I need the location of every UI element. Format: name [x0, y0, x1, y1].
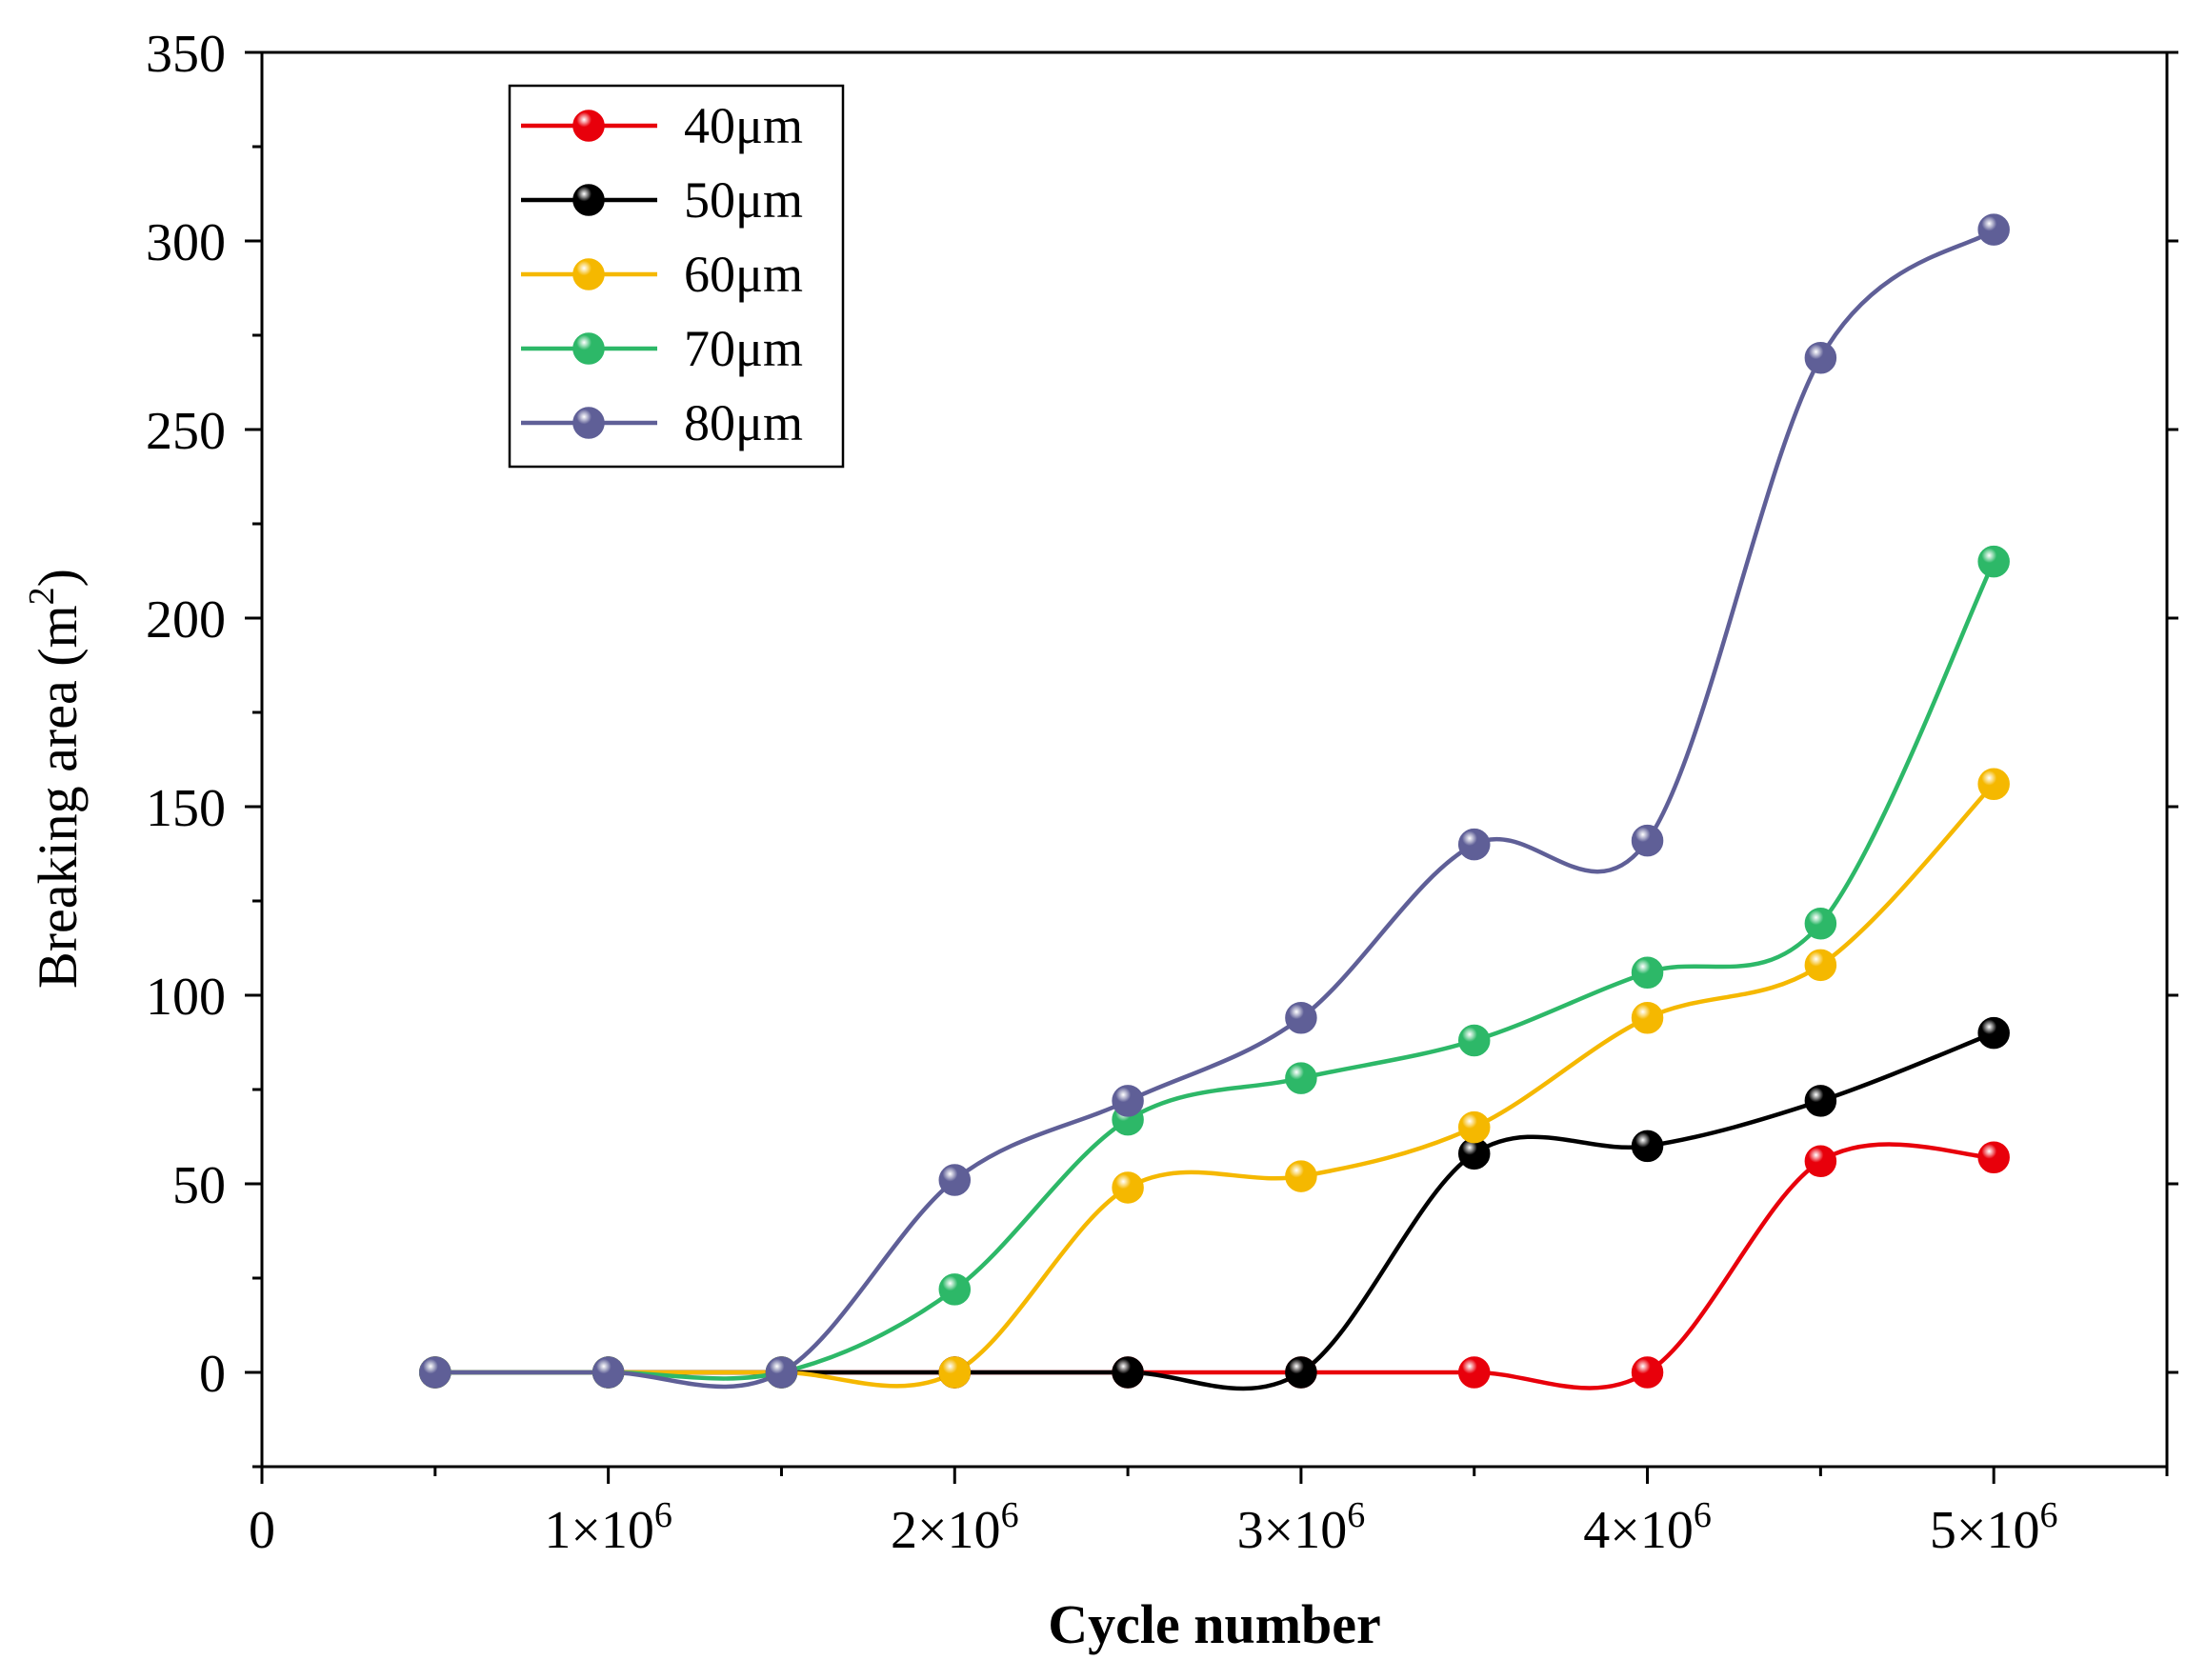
- data-point-4-3: [938, 1164, 972, 1196]
- data-point-4-5: [1285, 1002, 1317, 1034]
- series-curves: [432, 227, 1996, 1391]
- series-line-0: [432, 1142, 1996, 1390]
- legend-box: [508, 84, 845, 469]
- data-point-3-5: [1285, 1062, 1317, 1094]
- axes: 0 50 100 150 200 250 300 350 0 1×106 2×106 3×106 4×1…: [146, 25, 2178, 1560]
- y-tick-label: 100: [146, 968, 226, 1027]
- legend-label-4: 80μm: [684, 394, 803, 451]
- legend-label-3: 70μm: [684, 320, 803, 377]
- y-tick-label: 350: [146, 25, 226, 84]
- series-line-3: [432, 559, 1996, 1381]
- data-point-4-0: [419, 1356, 451, 1389]
- series-line-2: [432, 781, 1996, 1389]
- data-point-2-9: [1977, 768, 2010, 800]
- data-point-3-8: [1804, 908, 1837, 940]
- legend-marker-3: [572, 332, 605, 365]
- data-point-2-3: [938, 1356, 972, 1389]
- x-tick-label: 1×106: [544, 1495, 672, 1560]
- data-point-2-7: [1631, 1002, 1664, 1034]
- data-point-4-1: [592, 1356, 625, 1389]
- data-point-4-6: [1457, 828, 1491, 861]
- legend-label-2: 60μm: [684, 246, 803, 303]
- data-point-1-4: [1112, 1356, 1144, 1389]
- data-point-2-6: [1457, 1110, 1491, 1144]
- data-point-1-5: [1285, 1356, 1317, 1389]
- data-point-3-7: [1631, 956, 1664, 989]
- data-point-4-2: [765, 1356, 798, 1389]
- data-point-4-9: [1977, 213, 2010, 246]
- legend-label-0: 40μm: [684, 97, 803, 154]
- data-point-4-7: [1631, 824, 1664, 857]
- x-tick-label: 3×106: [1237, 1495, 1366, 1560]
- x-axis-title: Cycle number: [1048, 1593, 1381, 1655]
- data-point-3-9: [1977, 545, 2010, 578]
- legend-label-1: 50μm: [684, 171, 803, 229]
- legend-marker-2: [572, 258, 605, 290]
- data-point-3-3: [938, 1273, 972, 1306]
- legend-marker-1: [572, 184, 605, 216]
- data-point-0-7: [1631, 1356, 1664, 1389]
- plot-frame: [260, 50, 2169, 1469]
- data-point-2-5: [1285, 1160, 1317, 1192]
- y-axis-title: Breaking area (m2): [22, 569, 89, 989]
- data-point-1-9: [1977, 1016, 2010, 1050]
- data-point-2-4: [1112, 1171, 1144, 1204]
- y-tick-label: 0: [199, 1345, 226, 1404]
- axis-titles: Cycle number Breaking area (m2): [22, 569, 1381, 1655]
- x-tick-label: 2×106: [891, 1495, 1019, 1560]
- y-tick-label: 300: [146, 213, 226, 272]
- data-point-0-6: [1457, 1356, 1491, 1389]
- legend-marker-0: [572, 110, 605, 142]
- legend: 40μm 50μm 60μm 70μm 80μm: [508, 84, 845, 469]
- data-point-1-7: [1631, 1130, 1664, 1163]
- series-line-1: [432, 1030, 1996, 1391]
- data-point-0-8: [1804, 1145, 1837, 1177]
- x-tick-label: 0: [249, 1501, 275, 1560]
- data-point-2-8: [1804, 949, 1837, 982]
- data-point-4-4: [1112, 1085, 1144, 1117]
- y-tick-label: 250: [146, 402, 226, 461]
- legend-marker-4: [572, 407, 605, 439]
- data-point-0-9: [1977, 1141, 2010, 1174]
- x-tick-label: 4×106: [1583, 1495, 1712, 1560]
- data-point-3-6: [1457, 1024, 1491, 1057]
- data-point-1-8: [1804, 1085, 1837, 1117]
- y-tick-label: 50: [172, 1156, 226, 1215]
- x-tick-label: 5×106: [1930, 1495, 2058, 1560]
- y-tick-label: 200: [146, 590, 226, 650]
- series-points: [419, 213, 2010, 1389]
- y-tick-label: 150: [146, 779, 226, 838]
- data-point-4-8: [1804, 342, 1837, 374]
